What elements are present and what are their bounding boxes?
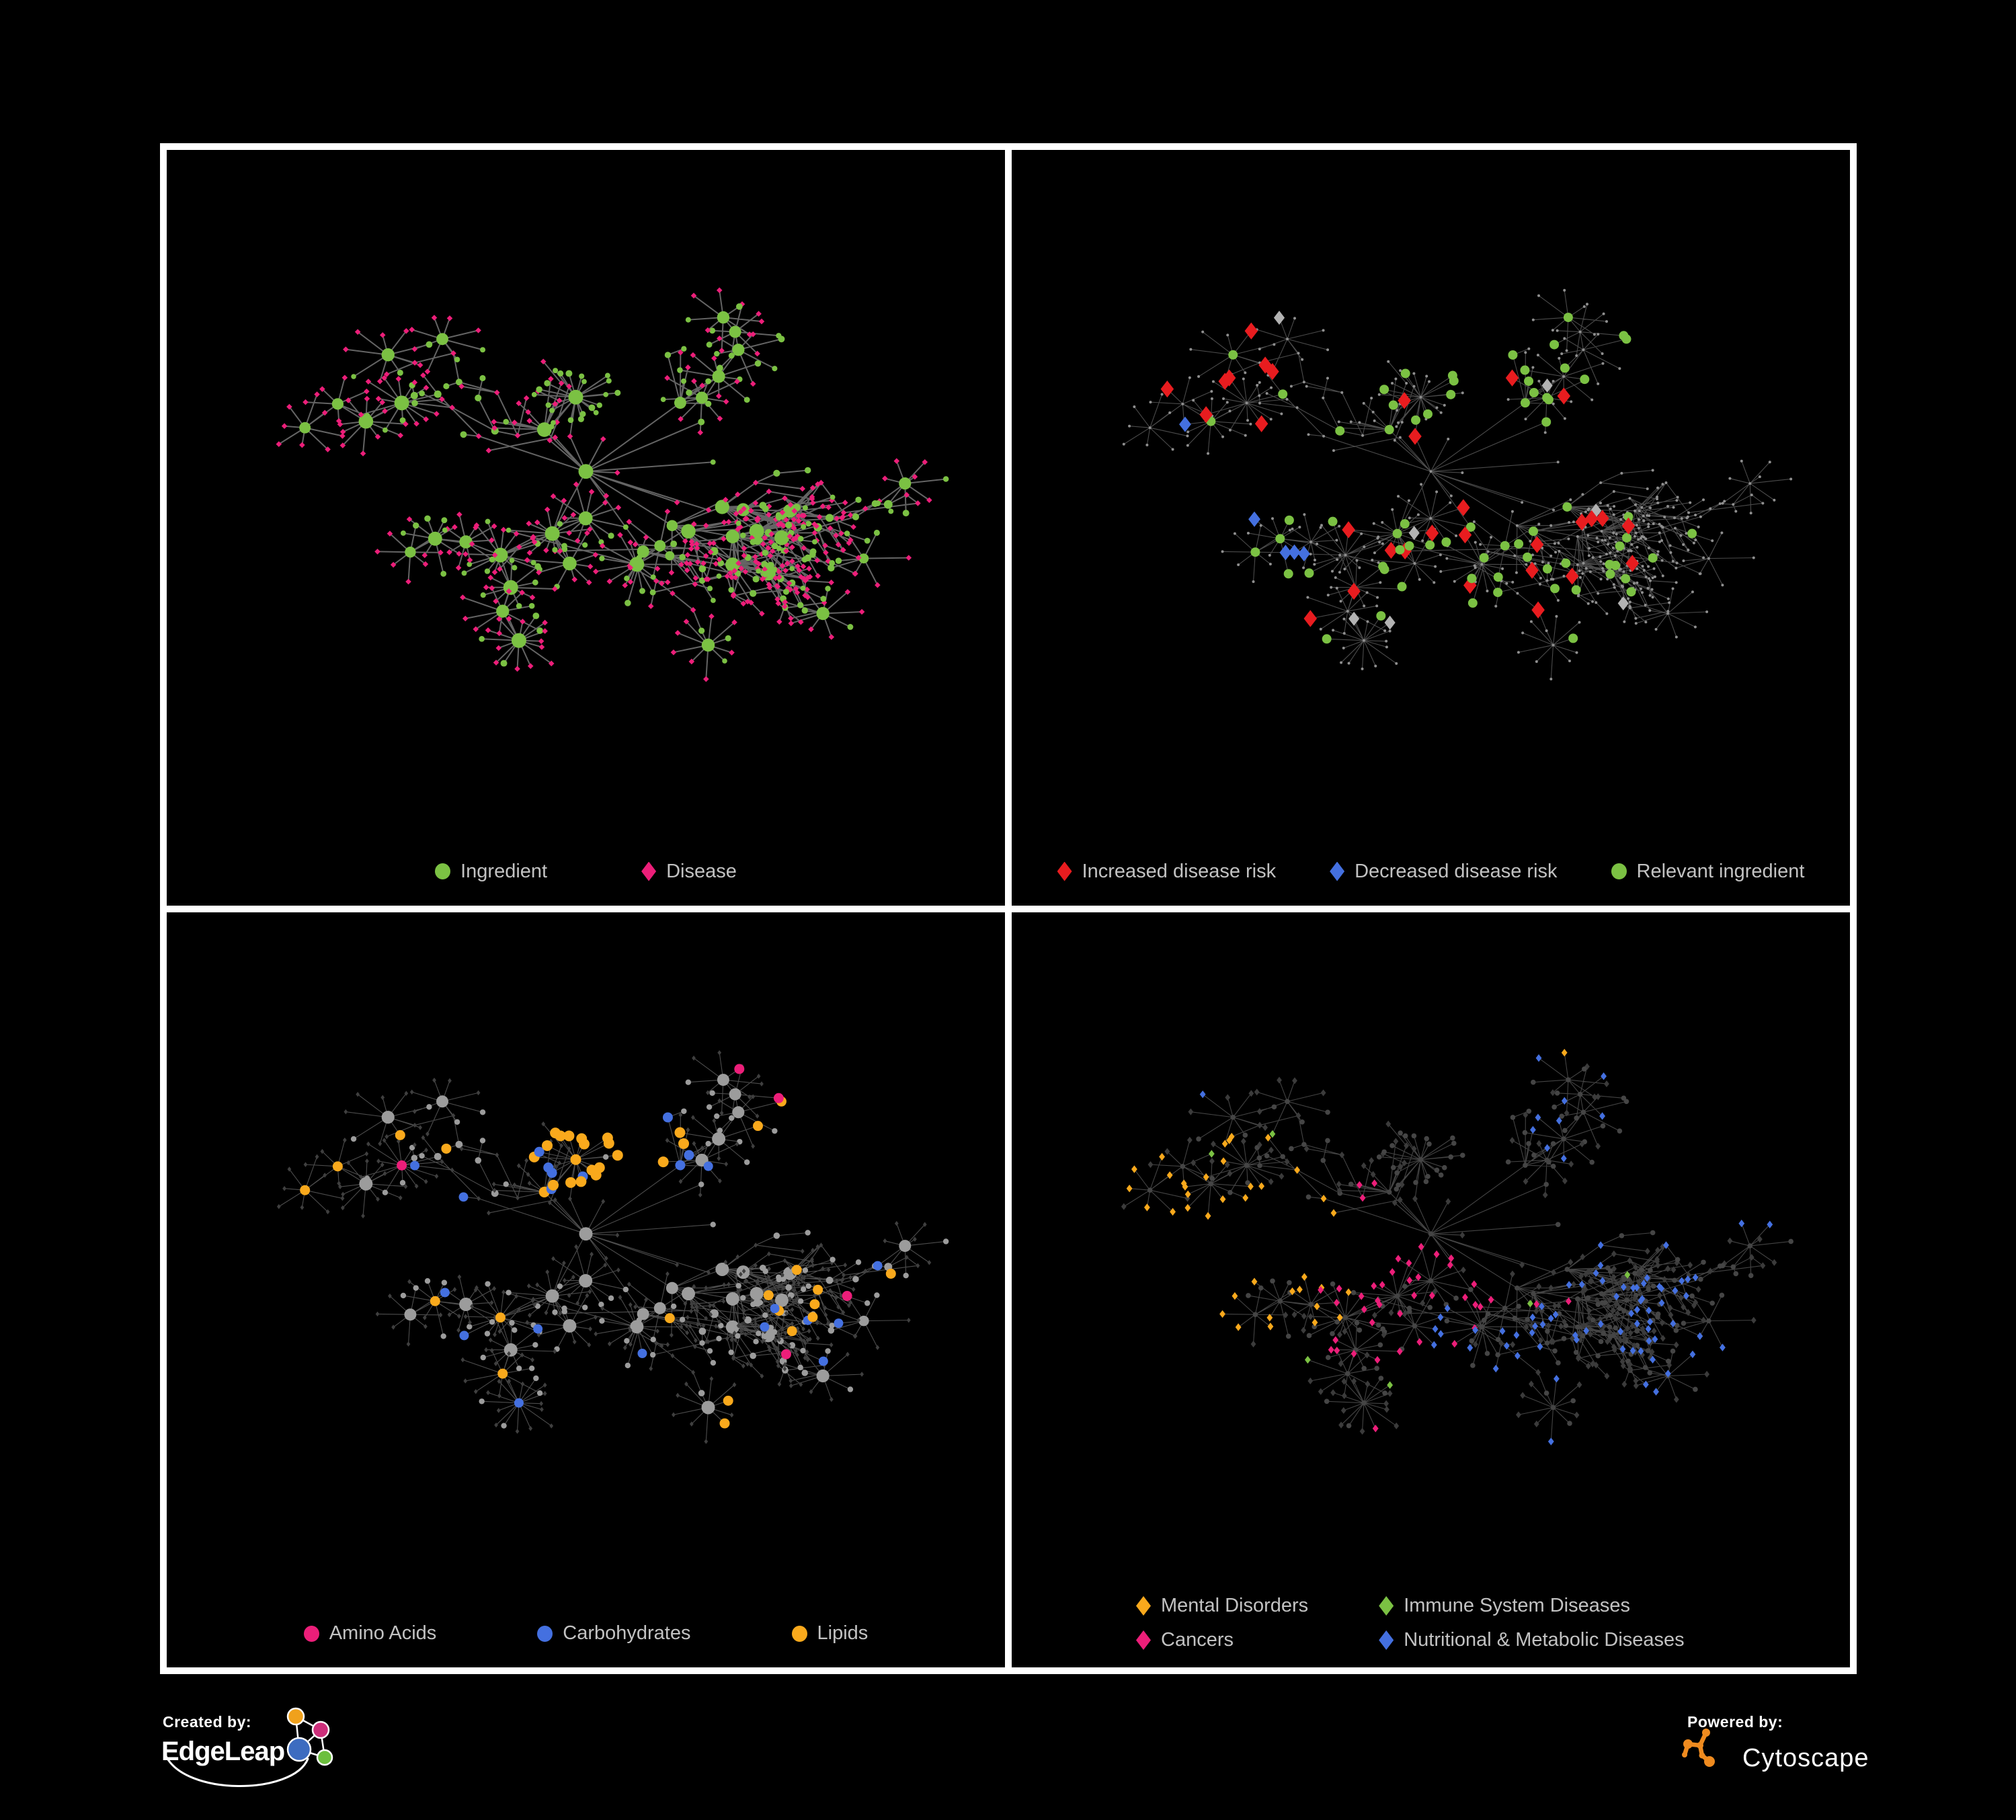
panel-disease-classes: Mental Disorders Immune System Diseases Ca… (1012, 912, 1850, 1667)
legend-item-cancers: Cancers (1136, 1629, 1308, 1651)
legend-circle-icon (1611, 863, 1627, 879)
legend-item-mental-disorders: Mental Disorders (1136, 1595, 1308, 1617)
legend-circle-icon (435, 863, 451, 879)
legend-item-relevant-ingredient: Relevant ingredient (1611, 860, 1805, 883)
legend-diamond-icon (641, 861, 657, 881)
legend-item-disease: Disease (641, 861, 737, 883)
legend-diamond-icon (1136, 1630, 1151, 1650)
macronutrient-classes-network-graph (276, 1050, 949, 1444)
legend-item-nutritional-metabolic-diseases: Nutritional & Metabolic Diseases (1379, 1629, 1685, 1651)
edgeleap-node-green-icon (316, 1749, 333, 1766)
legend-disease-risk: Increased disease risk Decreased disease … (1012, 861, 1850, 883)
legend-label: Cancers (1161, 1629, 1234, 1651)
legend-label: Relevant ingredient (1636, 860, 1805, 882)
edgeleap-node-magenta-icon (311, 1720, 330, 1739)
legend-item-ingredient: Ingredient (435, 861, 547, 883)
legend-label: Carbohydrates (563, 1622, 691, 1644)
legend-item-immune-system-diseases: Immune System Diseases (1379, 1595, 1684, 1617)
legend-circle-icon (537, 1625, 553, 1642)
legend-item-decreased-disease-risk: Decreased disease risk (1330, 860, 1558, 883)
legend-label: Decreased disease risk (1355, 860, 1558, 882)
legend-label: Disease (666, 860, 737, 882)
panel-grid: Ingredient Disease Increased disease risk… (160, 143, 1857, 1674)
cytoscape-graph-mark (1682, 1729, 1715, 1767)
legend-label: Ingredient (460, 860, 548, 882)
edgeleap-node-blue-icon (286, 1737, 312, 1762)
legend-circle-icon (791, 1625, 807, 1642)
created-by-label: Created by: (163, 1713, 252, 1731)
panel-disease-risk: Increased disease risk Decreased disease … (1012, 150, 1850, 906)
legend-label: Mental Disorders (1161, 1595, 1309, 1616)
legend-item-increased-disease-risk: Increased disease risk (1057, 860, 1277, 883)
panel-ingredient-disease: Ingredient Disease (167, 150, 1005, 906)
legend-macronutrient-classes: Amino Acids Carbohydrates Lipids (167, 1622, 1005, 1645)
legend-label: Immune System Diseases (1404, 1595, 1631, 1616)
legend-diamond-icon (1136, 1596, 1151, 1616)
disease-risk-network-graph (1122, 288, 1793, 681)
edgeleap-graph-mark (286, 1707, 333, 1766)
legend-label: Lipids (817, 1622, 869, 1644)
ingredient-disease-network-graph (276, 287, 949, 682)
legend-diamond-icon (1057, 861, 1072, 881)
legend-ingredient-disease: Ingredient Disease (167, 861, 1005, 883)
legend-item-amino-acids: Amino Acids (303, 1622, 437, 1645)
cytoscape-wordmark: Cytoscape (1742, 1744, 1869, 1772)
legend-circle-icon (303, 1625, 319, 1642)
legend-diamond-icon (1379, 1630, 1394, 1650)
legend-label: Increased disease risk (1082, 860, 1277, 882)
disease-classes-network-graph (1121, 1048, 1793, 1446)
edgeleap-wordmark: EdgeLeap (161, 1737, 284, 1766)
cytoscape-logo: Cytoscape (1682, 1729, 1869, 1772)
legend-diamond-icon (1330, 861, 1345, 881)
legend-label: Nutritional & Metabolic Diseases (1404, 1629, 1685, 1651)
edgeleap-logo: EdgeLeap (161, 1707, 333, 1787)
edgeleap-node-orange-icon (286, 1707, 305, 1726)
legend-item-carbohydrates: Carbohydrates (537, 1622, 691, 1645)
legend-diamond-icon (1379, 1596, 1394, 1616)
panel-macronutrient-classes: Amino Acids Carbohydrates Lipids (167, 912, 1005, 1667)
legend-item-lipids: Lipids (791, 1622, 869, 1645)
powered-by-label: Powered by: (1687, 1713, 1783, 1731)
legend-label: Amino Acids (329, 1622, 437, 1644)
legend-disease-classes: Mental Disorders Immune System Diseases Ca… (1136, 1595, 1685, 1651)
edgeleap-swoosh (164, 1753, 309, 1787)
